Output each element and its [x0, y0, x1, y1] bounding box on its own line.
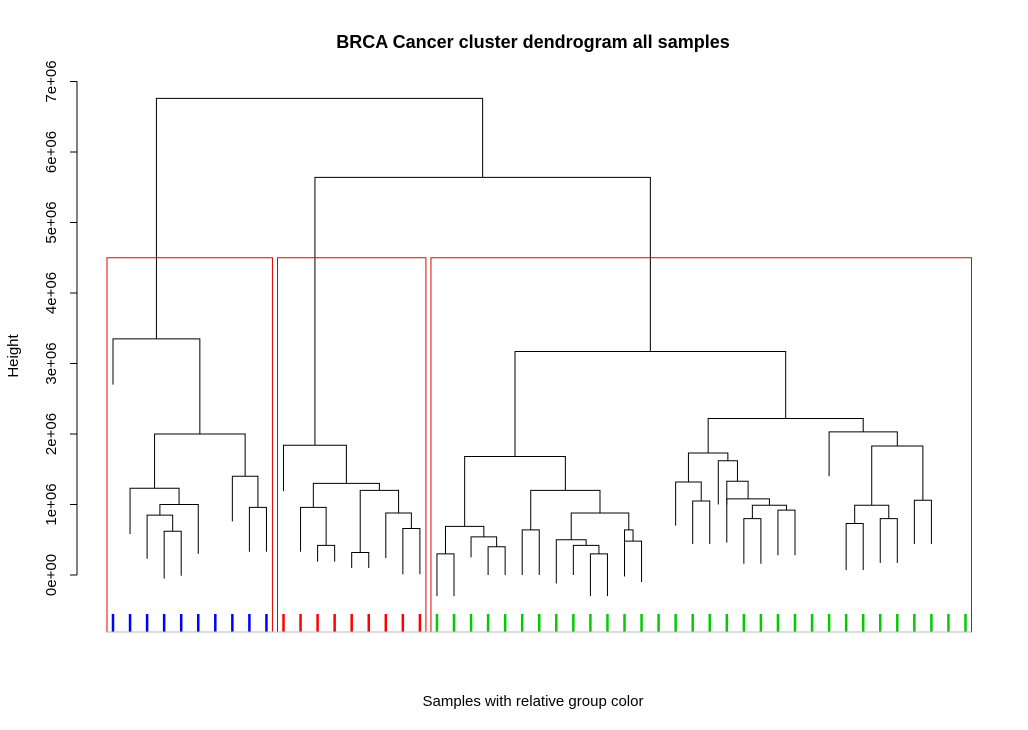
dendrogram-merge — [359, 489, 400, 553]
dendrogram-merge — [129, 487, 180, 535]
y-tick-label: 5e+06 — [43, 201, 60, 243]
y-tick-label: 2e+06 — [43, 413, 60, 455]
y-axis-label: Height — [5, 333, 22, 377]
chart-title: BRCA Cancer cluster dendrogram all sampl… — [336, 32, 729, 52]
cluster-box — [430, 257, 972, 633]
dendrogram-merge — [317, 544, 336, 562]
dendrogram-merge — [845, 523, 864, 571]
dendrogram-merge — [487, 546, 506, 575]
dendrogram-merge — [854, 504, 890, 524]
dendrogram-merge — [687, 452, 729, 482]
dendrogram-merge — [675, 481, 702, 526]
dendrogram-merge — [385, 512, 412, 559]
dendrogram-merge — [570, 512, 630, 540]
dendrogram-merge — [530, 489, 601, 530]
x-axis-label: Samples with relative group color — [423, 693, 644, 710]
y-tick-label: 1e+06 — [43, 483, 60, 525]
y-tick-label: 6e+06 — [43, 131, 60, 173]
dendrogram-merge — [521, 529, 540, 575]
dendrogram-merge — [555, 539, 587, 584]
dendrogram-merge — [163, 530, 182, 579]
y-tick-label: 7e+06 — [43, 60, 60, 102]
dendrogram-merge — [444, 525, 485, 554]
dendrogram-merge — [351, 551, 370, 568]
dendrogram-merge — [154, 433, 246, 489]
dendrogram-merge — [717, 460, 738, 505]
dendrogram-merge — [743, 518, 762, 564]
dendrogram-merge — [624, 529, 634, 577]
y-tick-label: 4e+06 — [43, 272, 60, 314]
y-axis: 0e+00 1e+06 2e+06 3e+06 4e+06 5e+06 6e+06 7e+06 — [43, 60, 78, 596]
dendrogram-merge — [283, 444, 347, 492]
dendrogram-merge — [777, 509, 796, 556]
cluster-boxes — [106, 257, 972, 633]
dendrogram-merge — [312, 482, 380, 508]
y-tick-label: 3e+06 — [43, 342, 60, 384]
cluster-box — [106, 257, 273, 633]
dendrogram-merge — [871, 445, 924, 506]
dendrogram-merge — [751, 504, 787, 519]
dendrogram-merge — [726, 480, 749, 505]
dendrogram-merge — [828, 431, 898, 477]
y-tick-label: 0e+00 — [43, 554, 60, 596]
dendrogram-merge — [464, 456, 566, 527]
dendrogram-merge — [159, 504, 199, 554]
dendrogram-merge — [572, 544, 600, 575]
dendrogram-merge — [248, 506, 267, 552]
dendrogram-tree — [112, 97, 932, 597]
dendrogram-merge — [589, 553, 608, 597]
dendrogram-merge — [231, 475, 259, 522]
dendrogram-merge — [707, 417, 864, 454]
dendrogram-merge — [402, 527, 421, 575]
dendrogram-merge — [692, 500, 711, 544]
dendrogram-merge — [913, 499, 932, 544]
leaf-ticks — [107, 614, 972, 633]
dendrogram-merge — [879, 518, 898, 564]
dendrogram-merge — [146, 514, 174, 559]
dendrogram-merge — [314, 176, 651, 446]
dendrogram-merge — [624, 540, 643, 583]
dendrogram-merge — [155, 97, 484, 339]
dendrogram-merge — [514, 351, 787, 457]
dendrogram-merge — [112, 338, 201, 434]
dendrogram-merge — [436, 553, 455, 597]
